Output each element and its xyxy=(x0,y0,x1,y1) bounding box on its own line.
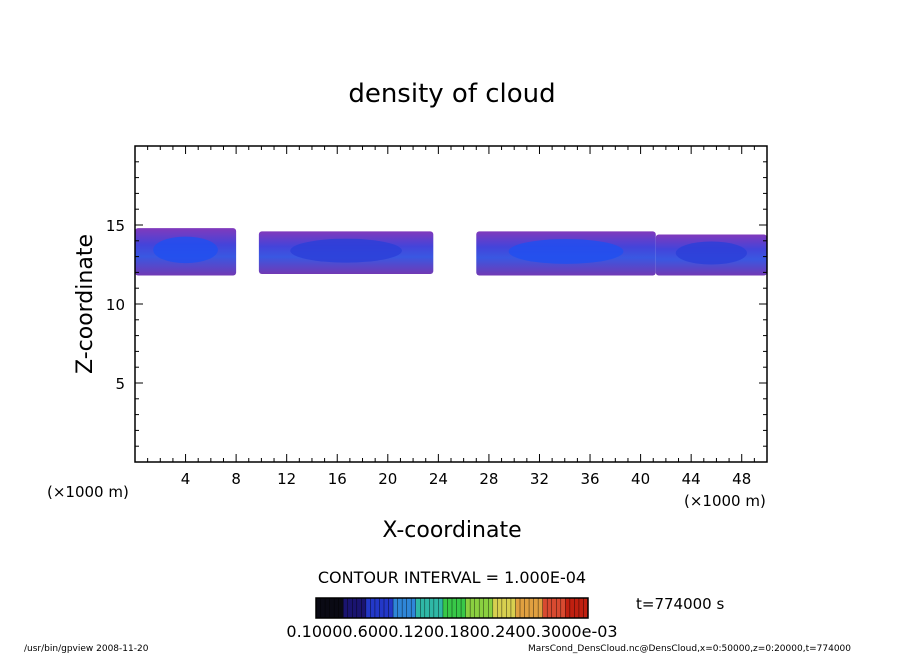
x-tick-label: 4 xyxy=(181,470,191,488)
x-tick-label: 44 xyxy=(682,470,701,488)
colorbar-cell xyxy=(343,598,349,618)
colorbar-cell xyxy=(506,598,512,618)
y-tick-label: 15 xyxy=(106,217,125,235)
colorbar-cell xyxy=(461,598,467,618)
cloud-core-region-a xyxy=(153,236,218,264)
colorbar-cell xyxy=(465,598,471,618)
colorbar-cell xyxy=(583,598,589,618)
cloud-core-region-c xyxy=(508,239,624,264)
y-axis-ticks: 5 10 15 xyxy=(106,161,767,447)
colorbar-cell xyxy=(438,598,444,618)
colorbar-cell xyxy=(578,598,584,618)
colorbar-cell xyxy=(379,598,385,618)
colorbar-cell xyxy=(325,598,331,618)
colorbar-cell xyxy=(429,598,435,618)
colorbar-cell xyxy=(470,598,476,618)
colorbar-cell xyxy=(501,598,507,618)
colorbar-cell xyxy=(492,598,498,618)
colorbar-cell xyxy=(365,598,371,618)
y-tick-label: 10 xyxy=(106,296,125,314)
colorbar-cell xyxy=(393,598,399,618)
colorbar-cell xyxy=(497,598,503,618)
colorbar-cell xyxy=(488,598,494,618)
colorbar-cell xyxy=(442,598,448,618)
colorbar-cell xyxy=(529,598,535,618)
colorbar-cell xyxy=(556,598,562,618)
colorbar-cell xyxy=(352,598,358,618)
colorbar-cell xyxy=(374,598,380,618)
colorbar-cell xyxy=(329,598,335,618)
colorbar-cell xyxy=(411,598,417,618)
x-tick-label: 20 xyxy=(378,470,397,488)
colorbar-cell xyxy=(334,598,340,618)
time-label: t=774000 s xyxy=(636,595,724,613)
chart-title: density of cloud xyxy=(348,79,555,109)
colorbar-cell xyxy=(420,598,426,618)
colorbar-cell xyxy=(316,598,322,618)
x-axis-ticks: 4 8 12 16 20 24 28 32 36 40 44 48 xyxy=(147,146,755,488)
colorbar-cell xyxy=(347,598,353,618)
colorbar-cell xyxy=(565,598,571,618)
colorbar-cell xyxy=(433,598,439,618)
x-tick-label: 12 xyxy=(277,470,296,488)
x-unit-note-right: (×1000 m) xyxy=(684,492,766,510)
colorbar-cell xyxy=(452,598,458,618)
colorbar-cell xyxy=(551,598,557,618)
colorbar-cell xyxy=(538,598,544,618)
colorbar-cell xyxy=(574,598,580,618)
colorbar-cell xyxy=(361,598,367,618)
y-tick-label: 5 xyxy=(115,375,125,393)
x-unit-note-left: (×1000 m) xyxy=(47,483,129,501)
x-tick-label: 24 xyxy=(429,470,448,488)
colorbar-cell xyxy=(402,598,408,618)
x-axis-label: X-coordinate xyxy=(382,518,521,543)
cloud-core-region-b xyxy=(290,238,402,263)
colorbar-cell xyxy=(397,598,403,618)
cloud-layer xyxy=(135,228,767,276)
x-tick-label: 40 xyxy=(631,470,650,488)
footer-right: MarsCond_DensCloud.nc@DensCloud,x=0:5000… xyxy=(528,644,851,654)
colorbar-cell xyxy=(560,598,566,618)
colorbar-cell xyxy=(515,598,521,618)
colorbar-cell xyxy=(415,598,421,618)
y-axis-label: Z-coordinate xyxy=(73,234,98,374)
colorbar-cell xyxy=(569,598,575,618)
x-tick-label: 48 xyxy=(732,470,751,488)
x-tick-label: 36 xyxy=(580,470,599,488)
colorbar-cell xyxy=(547,598,553,618)
colorbar-cell xyxy=(384,598,390,618)
colorbar-cell xyxy=(520,598,526,618)
colorbar-cell xyxy=(370,598,376,618)
colorbar-cell xyxy=(356,598,362,618)
colorbar-cell xyxy=(533,598,539,618)
x-tick-label: 8 xyxy=(231,470,241,488)
cloud-core-region-d xyxy=(675,241,747,265)
colorbar-cell xyxy=(406,598,412,618)
colorbar-cell xyxy=(424,598,430,618)
colorbar-cell xyxy=(388,598,394,618)
colorbar-cell xyxy=(338,598,344,618)
x-tick-label: 16 xyxy=(328,470,347,488)
colorbar xyxy=(315,598,589,618)
footer-left: /usr/bin/gpview 2008-11-20 xyxy=(24,644,149,654)
colorbar-cell xyxy=(447,598,453,618)
colorbar-cell xyxy=(483,598,489,618)
colorbar-cell xyxy=(456,598,462,618)
x-tick-label: 28 xyxy=(479,470,498,488)
contour-interval: CONTOUR INTERVAL = 1.000E-04 xyxy=(318,568,586,587)
plot-frame xyxy=(134,145,768,463)
colorbar-cell xyxy=(510,598,516,618)
x-tick-label: 32 xyxy=(530,470,549,488)
colorbar-cell xyxy=(320,598,326,618)
colorbar-cell xyxy=(542,598,548,618)
colorbar-cell xyxy=(524,598,530,618)
colorbar-labels: 0.10000.6000.1200.1800.2400.3000e-03 xyxy=(286,622,617,641)
colorbar-cell xyxy=(474,598,480,618)
colorbar-cell xyxy=(479,598,485,618)
colorbar-frame xyxy=(315,597,589,619)
